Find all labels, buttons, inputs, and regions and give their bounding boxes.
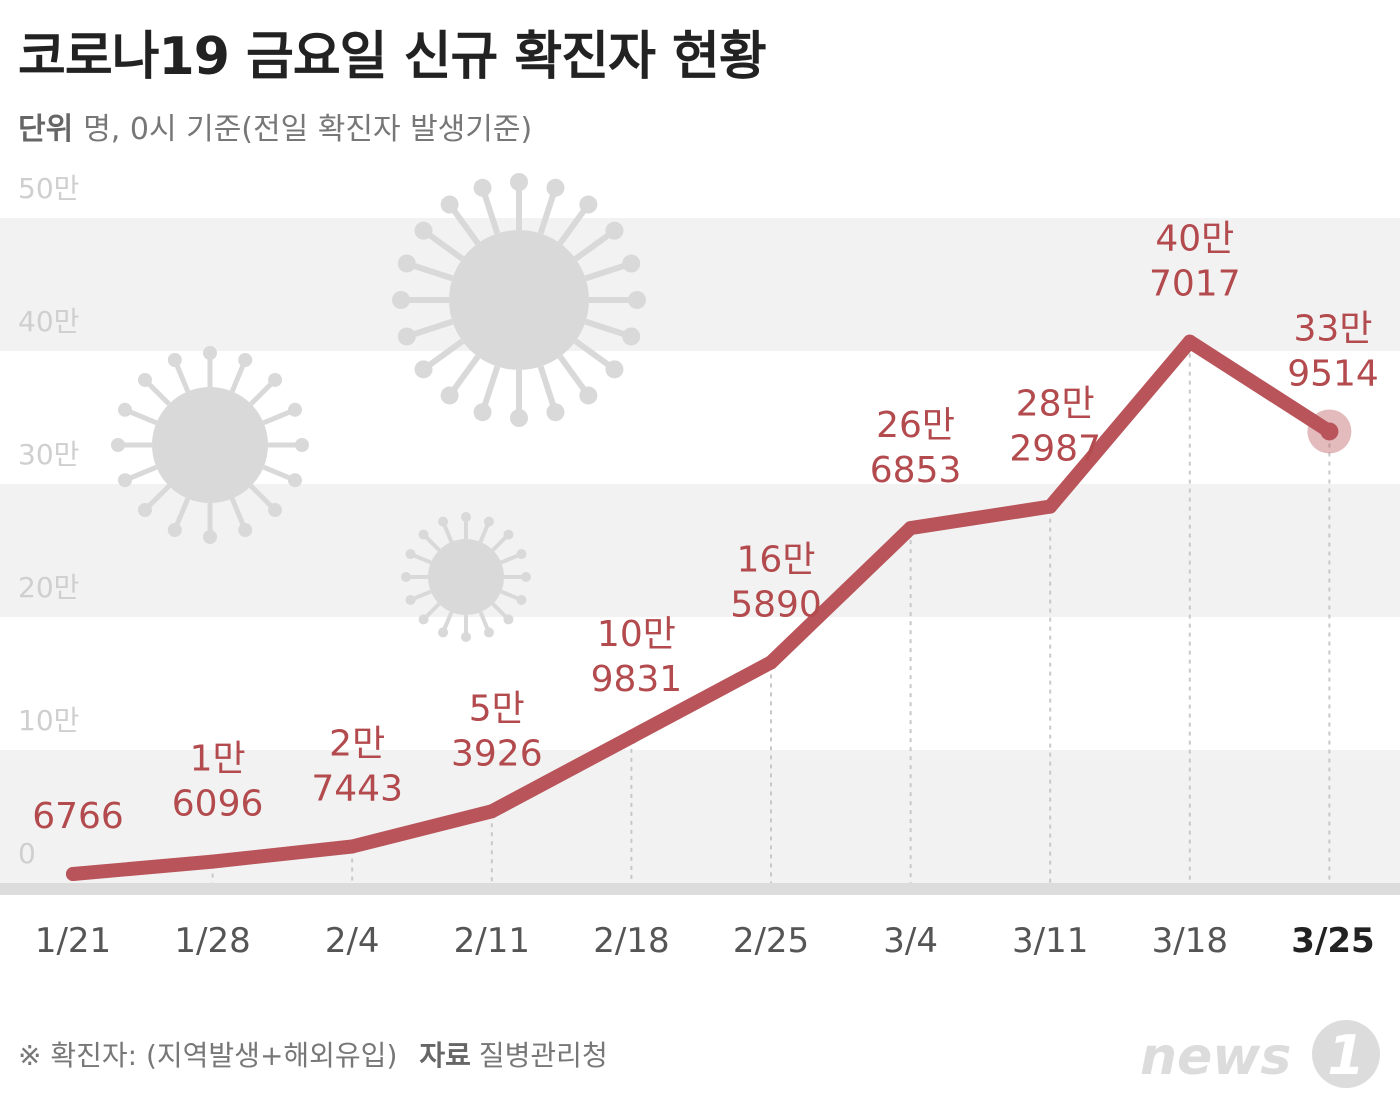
data-label-bottom: 6766 bbox=[32, 796, 124, 837]
x-axis-bar bbox=[0, 883, 1400, 895]
grid-bands bbox=[0, 218, 1400, 883]
source-name: 질병관리청 bbox=[478, 1039, 608, 1072]
data-label-top: 2만 bbox=[329, 724, 385, 765]
data-label-bottom: 5890 bbox=[730, 584, 822, 625]
x-tick-label: 2/11 bbox=[454, 921, 530, 961]
data-point bbox=[484, 804, 499, 819]
data-label-top: 33만 bbox=[1294, 308, 1373, 349]
highlight-point bbox=[1320, 422, 1339, 441]
data-label-top: 28만 bbox=[1016, 384, 1095, 425]
data-points bbox=[66, 334, 1352, 882]
data-point bbox=[1182, 334, 1197, 349]
data-label-top: 1만 bbox=[190, 739, 246, 780]
x-tick-label: 1/28 bbox=[174, 921, 250, 961]
data-point bbox=[764, 655, 778, 670]
x-tick-label: 3/25 bbox=[1291, 921, 1374, 961]
data-label-bottom: 2987 bbox=[1009, 429, 1101, 470]
data-point bbox=[624, 729, 639, 744]
data-label-top: 40만 bbox=[1155, 219, 1234, 260]
y-axis-ticks: 0 10만 20만 30만 40만 50만 bbox=[18, 172, 79, 870]
news1-logo: news 1 bbox=[1140, 1020, 1380, 1088]
data-label-bottom: 9514 bbox=[1287, 353, 1379, 394]
x-tick-label: 3/4 bbox=[883, 921, 938, 961]
data-point bbox=[66, 867, 80, 882]
page-title: 코로나19 금요일 신규 확진자 현황 bbox=[18, 27, 767, 87]
data-label-top: 16만 bbox=[737, 539, 816, 580]
data-label-top: 10만 bbox=[597, 614, 676, 655]
y-tick-label: 40만 bbox=[18, 305, 79, 338]
x-axis-ticks: 1/21 1/28 2/4 2/11 2/18 2/25 3/4 3/11 3/18 3/25 bbox=[35, 921, 1375, 961]
data-label-bottom: 6853 bbox=[870, 450, 962, 491]
data-label-bottom: 9831 bbox=[591, 659, 683, 700]
data-label-bottom: 3926 bbox=[451, 733, 543, 774]
data-label-bottom: 7017 bbox=[1149, 264, 1241, 305]
x-tick-label: 2/18 bbox=[593, 921, 669, 961]
unit-note: 단위 명, 0시 기준(전일 확진자 발생기준) bbox=[18, 104, 532, 148]
grid-band bbox=[0, 218, 1400, 351]
y-tick-label: 20만 bbox=[18, 571, 79, 604]
svg-text:news: news bbox=[1140, 1027, 1291, 1087]
y-tick-label: 50만 bbox=[18, 172, 79, 205]
source-key: 자료 bbox=[419, 1039, 471, 1072]
x-tick-label: 3/18 bbox=[1152, 921, 1228, 961]
data-point bbox=[903, 521, 918, 536]
data-label-top: 5만 bbox=[469, 688, 525, 729]
y-tick-label: 0 bbox=[18, 837, 36, 870]
virus-illustrations bbox=[111, 173, 646, 642]
data-point bbox=[205, 854, 220, 869]
virus-icon bbox=[111, 346, 309, 544]
footer-note: ※ 확진자: (지역발생+해외유입) bbox=[18, 1039, 398, 1072]
data-label-bottom: 6096 bbox=[172, 784, 264, 825]
unit-key: 단위 bbox=[18, 112, 74, 147]
x-tick-label: 1/21 bbox=[35, 921, 111, 961]
guide-lines bbox=[72, 353, 1331, 887]
x-tick-label: 2/25 bbox=[733, 921, 809, 961]
series-line bbox=[66, 334, 1337, 881]
unit-text: 명, 0시 기준(전일 확진자 발생기준) bbox=[83, 112, 533, 147]
data-point bbox=[345, 839, 360, 854]
data-label-top: 26만 bbox=[876, 405, 955, 446]
data-point bbox=[1043, 499, 1058, 514]
virus-icon bbox=[392, 173, 646, 427]
y-tick-label: 10만 bbox=[18, 704, 79, 737]
x-tick-label: 2/4 bbox=[325, 921, 380, 961]
y-tick-label: 30만 bbox=[18, 438, 79, 471]
x-tick-label: 3/11 bbox=[1012, 921, 1088, 961]
virus-icon bbox=[401, 512, 531, 642]
data-label-bottom: 7443 bbox=[311, 769, 403, 810]
svg-text:1: 1 bbox=[1327, 1024, 1365, 1087]
footer: ※ 확진자: (지역발생+해외유입) 자료 질병관리청 bbox=[18, 1034, 608, 1074]
